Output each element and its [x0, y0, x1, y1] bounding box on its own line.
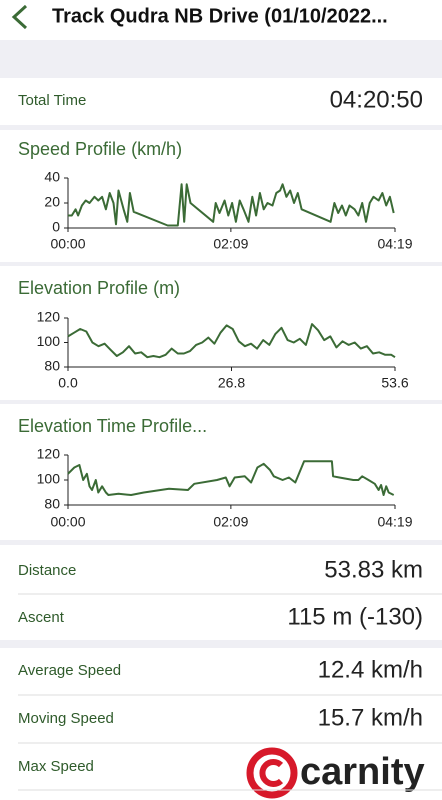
chart-title: Speed Profile (km/h) — [18, 139, 182, 159]
watermark: carnity — [300, 751, 425, 793]
data-line — [67, 323, 396, 359]
card — [0, 545, 442, 640]
y-tick-label: 20 — [44, 194, 60, 210]
stat-value: 115 m (-130) — [287, 603, 423, 630]
watermark-logo: carnity — [245, 745, 442, 800]
nav-bar — [0, 0, 442, 40]
page-title: Track Qudra NB Drive (01/10/2022... — [52, 5, 388, 27]
y-tick-label: 100 — [37, 471, 61, 487]
stat-value: 12.4 km/h — [318, 656, 423, 683]
data-line — [67, 460, 395, 496]
logo-ring — [246, 747, 298, 799]
back-button[interactable] — [11, 4, 28, 30]
stat-label: Ascent — [18, 609, 65, 626]
x-tick-label: 00:00 — [50, 514, 85, 530]
x-tick-label: 04:19 — [377, 236, 412, 252]
y-tick-label: 0 — [52, 219, 60, 235]
total-time-label: Total Time — [18, 92, 86, 109]
stat-label: Moving Speed — [18, 710, 114, 727]
card — [0, 404, 442, 540]
stat-value: 15.7 km/h — [318, 704, 423, 731]
x-tick-label: 02:09 — [213, 514, 248, 530]
stat-label: Max Speed — [18, 758, 94, 775]
total-time-value: 04:20:50 — [330, 86, 423, 113]
x-tick-label: 04:19 — [377, 514, 412, 530]
stat-value: 53.83 km — [324, 556, 423, 583]
y-tick-label: 120 — [37, 309, 61, 325]
logo-c — [259, 759, 284, 787]
y-tick-label: 40 — [44, 169, 60, 185]
y-tick-label: 80 — [44, 358, 60, 374]
data-line — [68, 183, 395, 227]
x-tick-label: 53.6 — [381, 375, 408, 391]
x-tick-label: 0.0 — [58, 375, 78, 391]
logo-background — [245, 745, 442, 800]
card — [0, 78, 442, 125]
x-tick-label: 02:09 — [213, 236, 248, 252]
y-tick-label: 80 — [44, 496, 60, 512]
y-tick-label: 120 — [37, 446, 61, 462]
x-tick-label: 26.8 — [218, 375, 245, 391]
stat-label: Average Speed — [18, 662, 121, 679]
card — [0, 130, 442, 262]
stat-label: Distance — [18, 562, 76, 579]
x-tick-label: 00:00 — [50, 236, 85, 252]
chart-title: Elevation Time Profile... — [18, 416, 207, 436]
y-tick-label: 100 — [37, 333, 61, 349]
chart-title: Elevation Profile (m) — [18, 278, 180, 298]
